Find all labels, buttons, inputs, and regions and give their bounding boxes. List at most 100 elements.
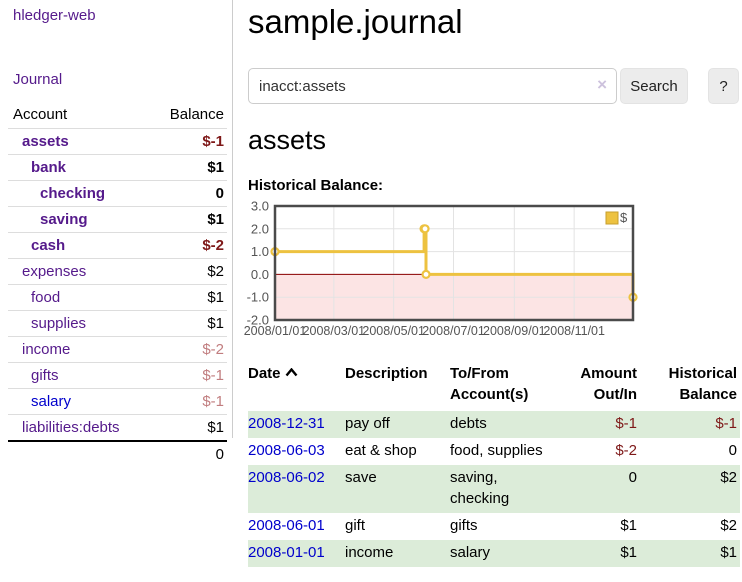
account-balance: $-1 <box>202 133 224 150</box>
register-header-description: Description <box>345 365 428 382</box>
account-row: expenses $2 <box>8 258 227 285</box>
account-heading: assets <box>248 125 327 155</box>
account-balance: 0 <box>215 185 224 202</box>
clear-search-icon[interactable]: × <box>597 75 607 94</box>
transaction-date-link[interactable]: 2008-06-01 <box>248 517 325 534</box>
transaction-row: 2008-06-02 save saving, checking 0 $2 <box>248 465 740 513</box>
x-tick-label: 2008/01/01 <box>244 324 307 338</box>
chart-data-point <box>420 224 430 234</box>
account-balance: $1 <box>207 419 224 436</box>
account-balance: $-2 <box>202 237 224 254</box>
transaction-date-link[interactable]: 2008-01-01 <box>248 544 325 561</box>
app-title-link[interactable]: hledger-web <box>13 7 96 24</box>
account-balance: $1 <box>207 159 224 176</box>
account-link[interactable]: expenses <box>22 263 87 280</box>
transaction-balance: $2 <box>720 517 737 534</box>
x-tick-label: 2008/09/01 <box>483 324 546 338</box>
account-link[interactable]: bank <box>31 159 67 176</box>
transaction-accounts: debts <box>450 415 487 432</box>
accounts-table-body: assets $-1 bank $1 checking 0 saving $1 cash $-2 e… <box>8 128 227 442</box>
transaction-balance: $2 <box>720 469 737 486</box>
account-link[interactable]: food <box>31 289 61 306</box>
transaction-date-link[interactable]: 2008-12-31 <box>248 415 325 432</box>
accounts-header-balance: Balance <box>169 106 224 123</box>
transaction-accounts: salary <box>450 544 491 561</box>
page-title: sample.journal <box>248 3 463 40</box>
balance-chart-svg: $3.0 2.0 1.0 0.0 -1.0 -2.02008/01/012008/03/0… <box>244 200 638 338</box>
account-link[interactable]: saving <box>40 211 88 228</box>
y-tick-label: 0.0 <box>251 267 269 282</box>
account-row: income $-2 <box>8 336 227 363</box>
account-link[interactable]: cash <box>31 237 66 254</box>
accounts-header-account: Account <box>13 106 68 123</box>
y-tick-label: 2.0 <box>251 221 269 236</box>
transaction-date-link[interactable]: 2008-06-02 <box>248 469 325 486</box>
chart-legend-swatch <box>605 211 619 225</box>
transaction-date-link[interactable]: 2008-06-03 <box>248 442 325 459</box>
transaction-accounts: food, supplies <box>450 442 543 459</box>
account-balance: $1 <box>207 211 224 228</box>
main-content: sample.journal × Search ? assets Histori… <box>244 0 742 582</box>
account-link[interactable]: assets <box>22 133 69 150</box>
account-row: saving $1 <box>8 206 227 233</box>
transaction-balance: 0 <box>728 442 737 459</box>
account-row: cash $-2 <box>8 232 227 259</box>
transaction-amount: $-2 <box>615 442 637 459</box>
transaction-description: eat & shop <box>345 442 417 459</box>
transaction-date-cell: 2008-06-02 <box>248 465 345 513</box>
search-button[interactable]: Search <box>620 68 688 104</box>
transaction-description: save <box>345 469 377 486</box>
account-balance: $-1 <box>202 393 224 410</box>
transaction-row: 2008-06-01 gift gifts $1 $2 <box>248 513 740 540</box>
transaction-date-cell: 2008-06-01 <box>248 513 345 540</box>
sort-ascending-icon <box>285 367 297 377</box>
transaction-amount: $-1 <box>615 415 637 432</box>
account-balance: $-1 <box>202 367 224 384</box>
transaction-description: gift <box>345 517 366 534</box>
transaction-balance: $-1 <box>715 415 737 432</box>
transaction-accounts: gifts <box>450 517 478 534</box>
account-row: food $1 <box>8 284 227 311</box>
account-link[interactable]: gifts <box>31 367 59 384</box>
chart-plot-border <box>273 204 635 322</box>
account-row: supplies $1 <box>8 310 227 337</box>
transaction-row: 2008-06-03 eat & shop food, supplies $-2 0 <box>248 438 740 465</box>
register-header-date[interactable]: Date <box>248 362 345 411</box>
transaction-amount: 0 <box>628 469 637 486</box>
sidebar-item-journal[interactable]: Journal <box>13 71 63 88</box>
account-balance: $-2 <box>202 341 224 358</box>
register-header-accounts: To/From Account(s) <box>450 365 529 403</box>
accounts-table: Account Balance assets $-1 bank $1 checking 0… <box>8 104 227 467</box>
transaction-date-cell: 2008-01-01 <box>248 540 345 567</box>
account-link[interactable]: supplies <box>31 315 87 332</box>
transaction-balance: $1 <box>720 544 737 561</box>
chart-heading: Historical Balance: <box>248 177 384 194</box>
account-balance: $1 <box>207 315 224 332</box>
x-tick-label: 2008/11/01 <box>543 324 605 338</box>
x-tick-label: 2008/07/01 <box>422 324 485 338</box>
account-balance: $2 <box>207 263 224 280</box>
transaction-date-cell: 2008-12-31 <box>248 411 345 438</box>
transaction-row: 2008-12-31 pay off debts $-1 $-1 <box>248 411 740 438</box>
account-row: gifts $-1 <box>8 362 227 389</box>
transaction-description: income <box>345 544 394 561</box>
account-row: salary $-1 <box>8 388 227 415</box>
account-link[interactable]: checking <box>40 185 106 202</box>
help-button[interactable]: ? <box>708 68 739 104</box>
sidebar: hledger-web Journal Account Balance asse… <box>0 0 233 463</box>
account-link[interactable]: salary <box>31 393 72 410</box>
account-link[interactable]: income <box>22 341 71 358</box>
register-table-body: 2008-12-31 pay off debts $-1 $-1 2008-06-03 ea… <box>248 411 740 567</box>
transaction-date-cell: 2008-06-03 <box>248 438 345 465</box>
register-header-amount: Amount Out/In <box>580 365 637 403</box>
transaction-description: pay off <box>345 415 390 432</box>
register-header-row: Date Description To/From Account(s) Amou… <box>248 362 740 411</box>
x-tick-label: 2008/05/01 <box>362 324 425 338</box>
account-row: checking 0 <box>8 180 227 207</box>
account-row: liabilities:debts $1 <box>8 414 227 442</box>
transaction-row: 2008-01-01 income salary $1 $1 <box>248 540 740 567</box>
transaction-amount: $1 <box>620 517 637 534</box>
account-row: assets $-1 <box>8 128 227 155</box>
search-input[interactable] <box>248 68 617 104</box>
account-link[interactable]: liabilities:debts <box>22 419 120 436</box>
